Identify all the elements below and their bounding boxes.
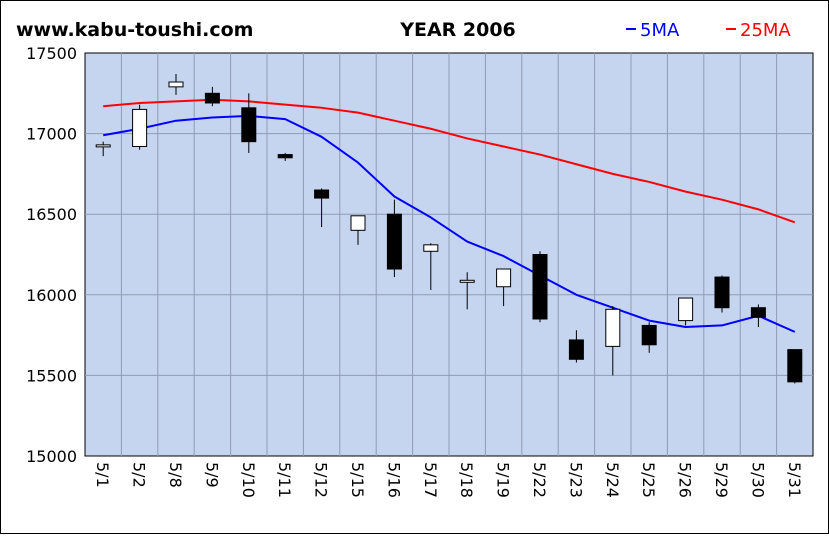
- x-tick-label: 5/30: [748, 462, 767, 498]
- y-tick-label: 16500: [26, 205, 77, 224]
- candle-body-down: [787, 349, 803, 383]
- candle-body-down: [277, 154, 293, 159]
- y-axis-ticks: 15000 15500 16000 16500 17000 17500: [26, 44, 77, 466]
- candle-body-up: [678, 297, 694, 322]
- candle-body-up: [459, 279, 475, 283]
- legend-5ma: 5MA: [626, 20, 680, 41]
- x-axis-ticks: 5/1 5/2 5/8 5/9 5/10 5/11 5/12 5/15 5/16 5/17 5/18…: [93, 462, 804, 498]
- x-tick-label: 5/15: [348, 462, 367, 498]
- ma5-line: [103, 114, 796, 333]
- x-tick-label: 5/2: [130, 462, 149, 488]
- x-tick-label: 5/17: [421, 462, 440, 498]
- candle-body-down: [750, 307, 766, 318]
- x-tick-label: 5/18: [457, 462, 476, 498]
- candle-body-up: [350, 215, 366, 231]
- x-tick-label: 5/8: [166, 462, 185, 488]
- series-5ma: [103, 114, 796, 333]
- candle-body-up: [168, 81, 184, 88]
- x-tick-label: 5/11: [275, 462, 294, 498]
- y-tick-label: 17000: [26, 125, 77, 144]
- x-tick-label: 5/25: [639, 462, 658, 498]
- x-tick-label: 5/31: [785, 462, 804, 498]
- legend-5ma-label: 5MA: [640, 20, 680, 41]
- y-tick-label: 17500: [26, 44, 77, 63]
- chart-title: YEAR 2006: [399, 19, 516, 41]
- x-tick-label: 5/24: [603, 462, 622, 498]
- candle-body-up: [423, 244, 439, 252]
- x-tick-label: 5/23: [566, 462, 585, 498]
- y-tick-label: 16000: [26, 286, 77, 305]
- candle-body-down: [568, 339, 584, 360]
- candle-body-up: [496, 268, 512, 288]
- legend-25ma: 25MA: [726, 20, 791, 41]
- y-tick-label: 15000: [26, 447, 77, 466]
- x-tick-label: 5/9: [202, 462, 221, 488]
- x-tick-label: 5/26: [676, 462, 695, 498]
- candle-body-down: [532, 254, 548, 320]
- x-tick-label: 5/12: [312, 462, 331, 498]
- x-tick-label: 5/1: [93, 462, 112, 488]
- x-tick-label: 5/22: [530, 462, 549, 498]
- candle-body-up: [132, 108, 148, 147]
- candle-body-up: [95, 144, 111, 148]
- candle-body-down: [386, 213, 402, 270]
- candle-body-down: [641, 324, 657, 346]
- x-tick-label: 5/29: [712, 462, 731, 498]
- site-url: www.kabu-toushi.com: [16, 19, 253, 41]
- legend-25ma-label: 25MA: [740, 20, 791, 41]
- candle-body-up: [605, 308, 621, 347]
- x-tick-label: 5/10: [239, 462, 258, 498]
- candle-body-down: [314, 189, 330, 199]
- candle-body-down: [204, 92, 220, 104]
- y-tick-label: 15500: [26, 366, 77, 385]
- candle-body-down: [241, 107, 257, 143]
- candle-body-down: [714, 276, 730, 309]
- x-tick-label: 5/19: [494, 462, 513, 498]
- candles: [95, 73, 803, 384]
- x-tick-label: 5/16: [384, 462, 403, 498]
- grid-lines: [85, 53, 813, 456]
